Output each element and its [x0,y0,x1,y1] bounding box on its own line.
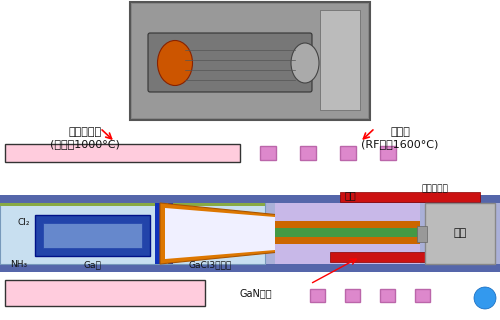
Text: Cl₂: Cl₂ [18,218,30,227]
Text: NH₃: NH₃ [10,260,27,269]
FancyBboxPatch shape [300,146,316,160]
FancyBboxPatch shape [0,203,265,264]
FancyBboxPatch shape [320,10,360,110]
FancyBboxPatch shape [275,220,420,228]
Text: 原料发生部
(电炉～1000°C): 原料发生部 (电炉～1000°C) [50,127,120,148]
Text: GaN晶体: GaN晶体 [240,288,272,298]
Text: Ga板: Ga板 [83,260,101,269]
FancyBboxPatch shape [380,146,396,160]
Ellipse shape [158,41,192,85]
FancyBboxPatch shape [275,236,420,244]
FancyBboxPatch shape [275,228,420,236]
FancyBboxPatch shape [340,146,356,160]
FancyBboxPatch shape [0,264,500,272]
Text: 生长部
(RF炉～1600°C): 生长部 (RF炉～1600°C) [362,127,438,148]
Text: 基座: 基座 [454,228,466,238]
Polygon shape [165,208,275,259]
FancyBboxPatch shape [132,4,368,118]
FancyBboxPatch shape [260,146,276,160]
FancyBboxPatch shape [130,2,370,120]
Text: GaCl3发生部: GaCl3发生部 [188,260,232,269]
FancyBboxPatch shape [340,192,480,202]
FancyBboxPatch shape [148,33,312,92]
Polygon shape [160,203,280,264]
FancyBboxPatch shape [43,223,142,248]
FancyBboxPatch shape [0,203,265,206]
FancyBboxPatch shape [0,195,500,203]
Ellipse shape [291,43,319,83]
FancyBboxPatch shape [417,226,427,242]
FancyBboxPatch shape [345,289,360,302]
Ellipse shape [474,287,496,309]
FancyBboxPatch shape [275,203,420,264]
Text: 被加热物体: 被加热物体 [421,184,448,193]
FancyBboxPatch shape [168,203,173,264]
FancyBboxPatch shape [330,252,445,262]
Text: 喷嘴: 喷嘴 [344,190,356,200]
FancyBboxPatch shape [425,203,495,264]
FancyBboxPatch shape [415,289,430,302]
FancyBboxPatch shape [380,289,395,302]
FancyBboxPatch shape [5,280,205,306]
FancyBboxPatch shape [0,203,500,264]
FancyBboxPatch shape [5,144,240,162]
FancyBboxPatch shape [310,289,325,302]
FancyBboxPatch shape [35,215,150,256]
FancyBboxPatch shape [155,203,160,264]
